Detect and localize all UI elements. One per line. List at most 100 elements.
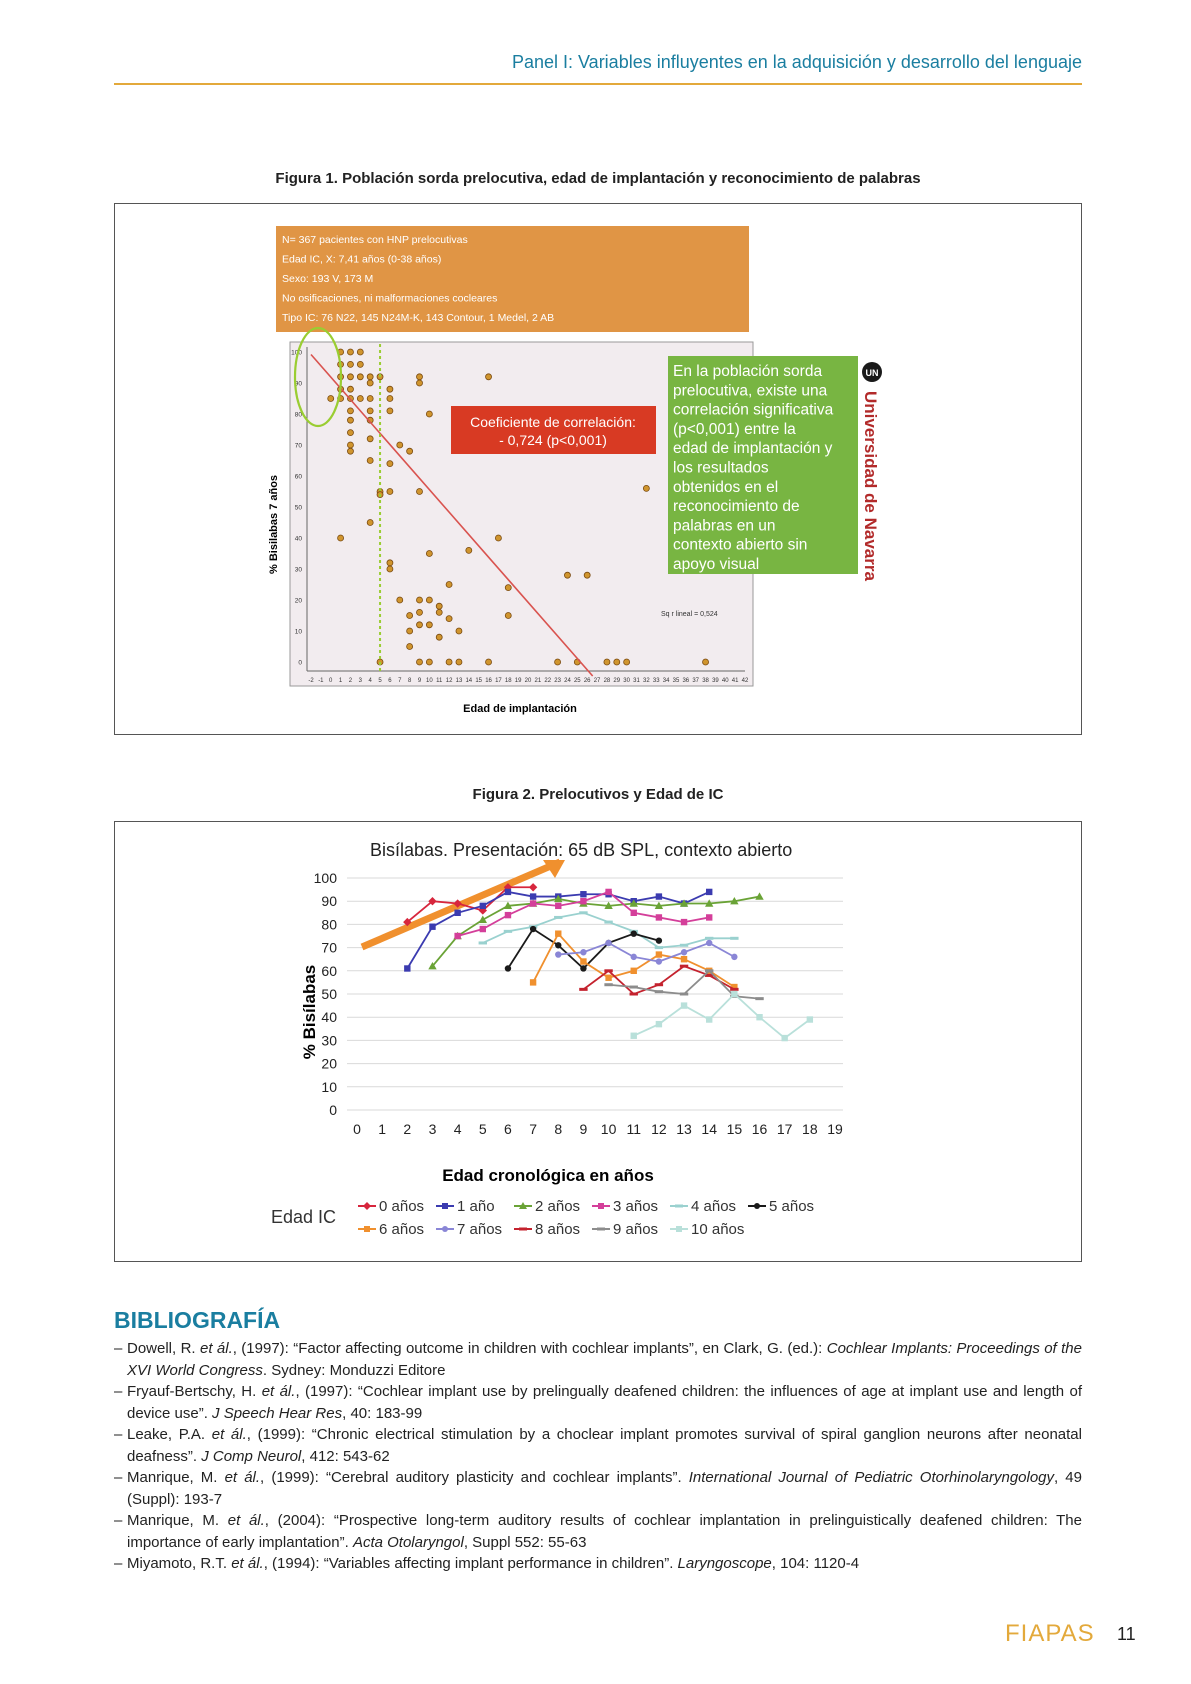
series-marker — [442, 1203, 448, 1209]
correlation-box — [451, 406, 656, 454]
series-marker — [519, 1227, 527, 1231]
x-tick-label: 2 — [403, 1121, 411, 1137]
y-tick-label: 100 — [314, 870, 338, 886]
x-tick-label: 2 — [349, 678, 353, 684]
x-tick-label: 4 — [454, 1121, 462, 1137]
reference-item: Leake, P.A. et ál., (1999): “Chronic ele… — [114, 1424, 1082, 1467]
x-tick-label: 12 — [651, 1121, 667, 1137]
legend-label: 1 año — [457, 1198, 495, 1215]
x-tick-label: 8 — [408, 678, 412, 684]
series-marker — [597, 1227, 605, 1231]
series-marker — [404, 965, 411, 972]
y-tick-label: 10 — [321, 1079, 337, 1095]
scatter-point — [465, 546, 473, 554]
conclusion-box — [668, 356, 858, 574]
legend-item: 2 años — [514, 1198, 580, 1215]
series-marker — [503, 929, 513, 933]
scatter-point — [337, 534, 344, 542]
scatter-point — [416, 608, 423, 616]
series-marker — [604, 920, 613, 924]
x-tick-label: 6 — [388, 678, 392, 684]
x-tick-label: 16 — [752, 1121, 768, 1137]
series-marker — [655, 958, 663, 965]
y-tick-label: 90 — [295, 381, 303, 388]
x-tick-label: 41 — [732, 678, 739, 684]
conclusion-line: palabras en un — [673, 517, 776, 534]
x-tick-label: 3 — [359, 678, 363, 684]
scatter-point — [416, 373, 423, 381]
x-tick-label: 16 — [485, 678, 492, 684]
legend-label: 7 años — [457, 1221, 502, 1238]
series-marker — [705, 936, 714, 940]
legend-item: 3 años — [592, 1198, 658, 1215]
legend-item: 7 años — [436, 1221, 502, 1238]
x-tick-label: 3 — [429, 1121, 437, 1137]
conclusion-line: contexto abierto sin — [673, 537, 807, 554]
info-box — [276, 226, 749, 332]
series-marker — [629, 992, 638, 996]
scatter-point — [347, 429, 354, 437]
scatter-point — [445, 615, 453, 623]
footer-brand: FIAPAS — [1005, 1620, 1095, 1647]
scatter-point — [623, 658, 631, 666]
x-tick-label: 27 — [594, 678, 601, 684]
series-marker — [529, 900, 537, 907]
scatter-point — [564, 571, 571, 579]
y-tick-label: 50 — [321, 986, 337, 1002]
x-tick-label: 19 — [515, 678, 522, 684]
series-marker — [781, 1034, 788, 1042]
scatter-point — [485, 373, 492, 381]
series-3-años — [454, 888, 713, 940]
series-marker — [555, 951, 562, 958]
x-tick-label: 24 — [564, 678, 571, 684]
scatter-point — [425, 550, 433, 557]
x-tick-label: 1 — [339, 678, 343, 684]
scatter-point — [347, 385, 354, 393]
reference-item: Dowell, R. et ál., (1997): “Factor affec… — [114, 1338, 1082, 1381]
scatter-point — [396, 441, 404, 449]
legend-item: 0 años — [358, 1198, 424, 1215]
legend-item: 5 años — [748, 1198, 814, 1215]
x-axis-title: Edad cronológica en años — [442, 1166, 654, 1185]
series-marker — [364, 1226, 370, 1232]
y-tick-label: 0 — [298, 660, 302, 667]
x-tick-label: 11 — [436, 678, 443, 684]
series-marker — [479, 925, 486, 933]
scatter-point — [356, 348, 364, 356]
legend-label: 8 años — [535, 1221, 580, 1238]
scatter-point — [386, 460, 394, 468]
scatter-point — [435, 608, 443, 616]
scatter-point — [416, 658, 423, 666]
series-marker — [555, 930, 562, 937]
scatter-point — [347, 360, 354, 368]
early-implant-ellipse — [293, 326, 343, 428]
scatter-point — [445, 658, 453, 666]
series-marker — [730, 897, 739, 905]
x-tick-label: 17 — [495, 678, 502, 684]
x-tick-label: 29 — [613, 678, 620, 684]
legend-title: Edad IC — [271, 1207, 336, 1227]
series-lines — [403, 883, 814, 1042]
scatter-point — [583, 571, 591, 579]
series-7-años — [555, 939, 738, 965]
x-tick-label: 21 — [535, 678, 542, 684]
conclusion-line: prelocutiva, existe una — [673, 382, 828, 399]
legend-label: 6 años — [379, 1221, 424, 1238]
scatter-point — [406, 643, 414, 650]
scatter-point — [495, 534, 502, 542]
scatter-point — [642, 484, 650, 492]
scatter-point — [366, 457, 374, 464]
scatter-point — [366, 407, 374, 415]
series-line — [633, 992, 811, 1040]
info-line: No osificaciones, ni malformaciones cocl… — [282, 293, 497, 305]
y-tick-label: 40 — [321, 1009, 337, 1025]
x-tick-label: 9 — [580, 1121, 588, 1137]
conclusion-line: obtenidos en el — [673, 479, 778, 496]
series-marker — [629, 899, 638, 907]
series-marker — [519, 1202, 527, 1209]
scatter-point — [504, 612, 512, 619]
y-tick-label: 80 — [295, 412, 303, 419]
series-marker — [755, 892, 764, 900]
legend-label: 10 años — [691, 1221, 744, 1238]
series-marker — [555, 942, 562, 949]
